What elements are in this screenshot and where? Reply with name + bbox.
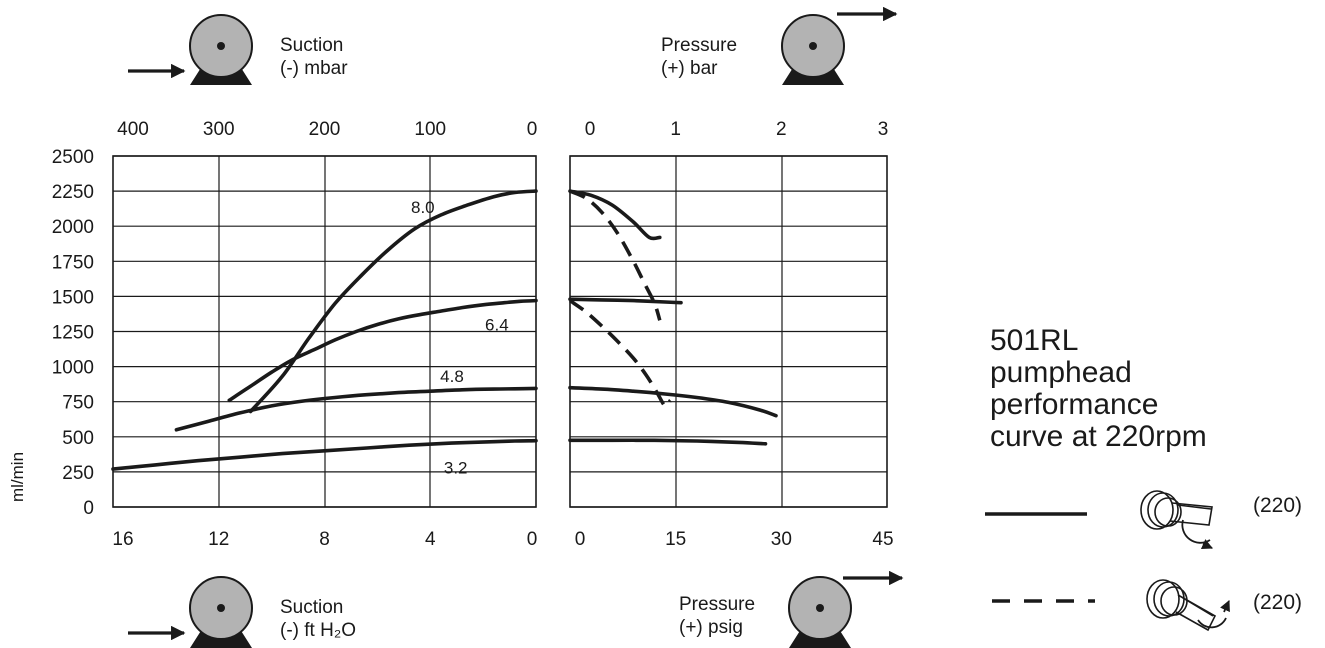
speed-label-4.8: 4.8 [440, 367, 464, 386]
suction-panel [111, 155, 538, 508]
pressure-top-label-line1: Pressure [661, 35, 737, 56]
chart-title-line1: 501RL [990, 324, 1078, 357]
x-axis-ticks: 400 300 200 100 016 12 8 4 00 1 2 30 15 30 45 [112, 119, 893, 550]
series-pressure-8.0-dashed [569, 189, 662, 321]
bottom-tick-label: 0 [527, 529, 538, 550]
bottom-tick-label: 15 [665, 529, 686, 550]
speed-label-3.2: 3.2 [444, 459, 468, 478]
pressure-top-label-line2: (+) bar [661, 58, 718, 79]
y-tick-label: 500 [62, 428, 94, 449]
suction-fth2o-pump-icon [128, 576, 253, 648]
series-suction-4.8-solid [174, 386, 538, 432]
bottom-tick-label: 30 [771, 529, 792, 550]
y-tick-label: 750 [62, 393, 94, 414]
top-tick-label: 0 [585, 119, 596, 140]
bottom-tick-label: 4 [425, 529, 436, 550]
pressure-psig-pump-icon [788, 570, 904, 648]
y-tick-label: 1250 [52, 323, 94, 344]
chart-title-line3: performance [990, 388, 1158, 421]
counterclockwise-rotation-icon [1146, 579, 1230, 632]
series-pressure-3.2-solid [568, 438, 768, 446]
pressure-bottom-label-line2: (+) psig [679, 617, 743, 638]
bottom-tick-label: 12 [208, 529, 229, 550]
top-tick-label: 200 [309, 119, 341, 140]
y-tick-label: 0 [83, 498, 94, 519]
chart-title-line2: pumphead [990, 356, 1132, 389]
series-suction-8.0-solid [248, 189, 538, 414]
suction-bottom-label-line1: Suction [280, 597, 343, 618]
series-suction-3.2-solid [111, 438, 538, 471]
series-pressure-6.4-solid [568, 297, 683, 305]
y-tick-label: 250 [62, 463, 94, 484]
y-axis-label: ml/min [8, 452, 27, 502]
y-tick-label: 2250 [52, 182, 94, 203]
y-tick-label: 1500 [52, 287, 94, 308]
top-tick-label: 300 [203, 119, 235, 140]
pressure-bar-pump-icon [781, 6, 898, 85]
bottom-tick-label: 16 [112, 529, 133, 550]
suction-top-label-line2: (-) mbar [280, 58, 348, 79]
series-pressure-6.4-dashed [568, 299, 672, 408]
series-pressure-8.0-solid [568, 189, 662, 241]
legend: (220) (220) [985, 490, 1302, 632]
y-tick-label: 1000 [52, 358, 94, 379]
speed-label-8.0: 8.0 [411, 198, 435, 217]
top-tick-label: 400 [117, 119, 149, 140]
pressure-panel [568, 155, 888, 508]
top-tick-label: 0 [527, 119, 538, 140]
plot-frame [112, 155, 537, 508]
speed-label-6.4: 6.4 [485, 316, 509, 335]
pressure-bottom-label-line1: Pressure [679, 594, 755, 615]
top-tick-label: 2 [776, 119, 787, 140]
y-tick-label: 2500 [52, 147, 94, 168]
speed-labels: 8.0 6.4 4.8 3.2 [411, 198, 509, 478]
chart-title-line4: curve at 220rpm [990, 420, 1207, 453]
series-pressure-4.8-solid [568, 385, 778, 418]
suction-top-label-line1: Suction [280, 35, 343, 56]
suction-mbar-pump-icon [128, 14, 253, 85]
top-tick-label: 1 [670, 119, 681, 140]
bottom-tick-label: 45 [872, 529, 893, 550]
bottom-tick-label: 0 [575, 529, 586, 550]
legend-solid-label: (220) [1253, 494, 1302, 517]
bottom-tick-label: 8 [319, 529, 330, 550]
series-suction-6.4-solid [227, 298, 538, 403]
top-tick-label: 3 [878, 119, 889, 140]
suction-bottom-label-line2: (-) ft H₂O [280, 620, 356, 641]
plot-frame [569, 155, 888, 508]
legend-dashed-label: (220) [1253, 591, 1302, 614]
y-tick-label: 1750 [52, 252, 94, 273]
top-tick-label: 100 [414, 119, 446, 140]
y-tick-label: 2000 [52, 217, 94, 238]
clockwise-rotation-icon [1140, 490, 1213, 549]
